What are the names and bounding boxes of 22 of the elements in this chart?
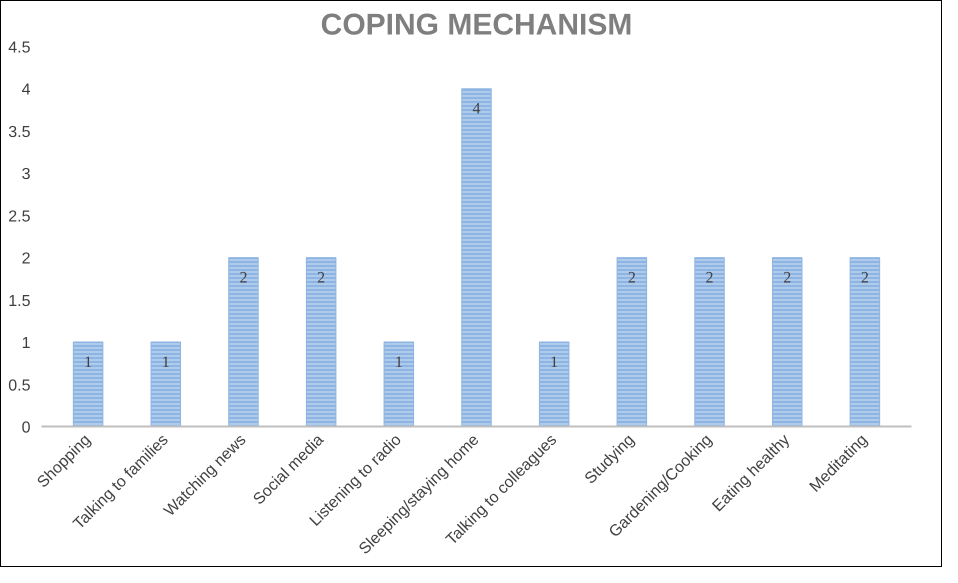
data-label: 2 <box>239 270 248 287</box>
data-label: 2 <box>628 270 636 287</box>
data-label: 2 <box>317 270 326 287</box>
data-label: 2 <box>706 270 714 287</box>
data-label: 1 <box>84 354 92 372</box>
data-label: 2 <box>783 270 792 287</box>
y-tick-label: 3 <box>22 166 31 184</box>
y-tick-label: 1.5 <box>8 292 31 310</box>
y-tick-label: 4.5 <box>8 40 31 56</box>
data-label: 2 <box>860 270 869 287</box>
y-tick-label: 3.5 <box>8 124 31 141</box>
chart-title: COPING MECHANISM <box>320 8 632 42</box>
y-tick-label: 4 <box>22 82 31 99</box>
y-tick-label: 0 <box>22 420 31 436</box>
data-label: 1 <box>394 354 403 372</box>
data-label: 1 <box>550 354 558 372</box>
data-label: 4 <box>472 100 480 118</box>
y-tick-label: 0.5 <box>8 377 31 394</box>
y-tick-label: 1 <box>22 335 31 352</box>
data-label: 1 <box>162 354 170 372</box>
y-tick-label: 2 <box>22 250 31 268</box>
y-tick-label: 2.5 <box>8 208 31 226</box>
